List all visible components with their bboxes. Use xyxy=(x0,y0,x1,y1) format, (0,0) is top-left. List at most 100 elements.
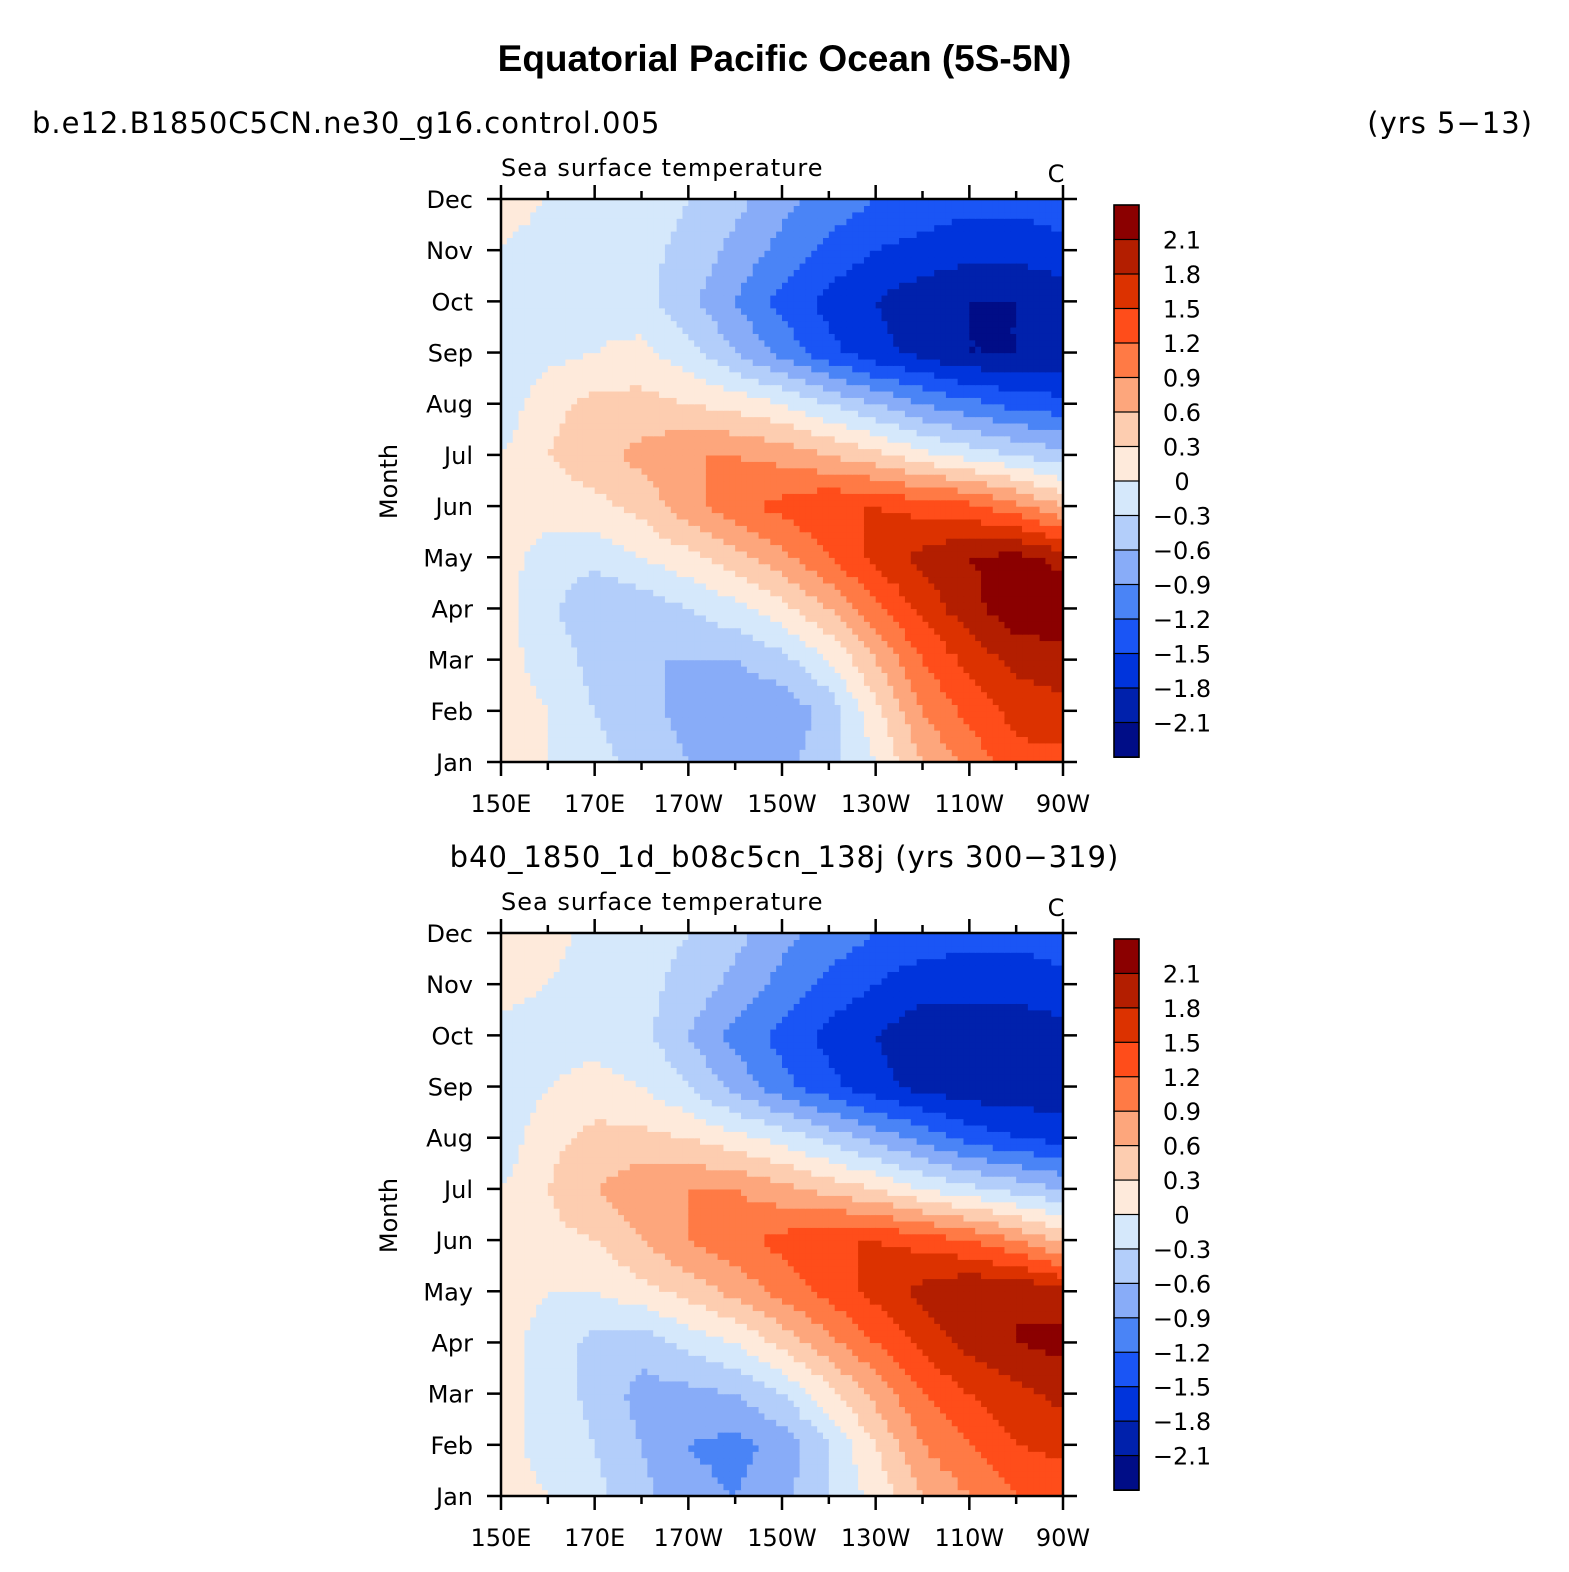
sst-cell xyxy=(746,614,754,622)
sst-cell xyxy=(793,595,801,603)
sst-cell xyxy=(653,480,660,488)
sst-cell xyxy=(694,691,701,699)
sst-cell xyxy=(1027,531,1035,539)
sst-cell xyxy=(670,557,678,565)
sst-cell xyxy=(822,736,830,744)
sst-cell xyxy=(811,493,818,501)
sst-cell xyxy=(1004,704,1011,712)
sst-cell xyxy=(600,538,607,546)
sst-cell xyxy=(501,474,508,482)
sst-cell xyxy=(717,544,725,552)
sst-cell xyxy=(741,474,748,482)
sst-cell xyxy=(676,416,684,424)
sst-cell xyxy=(1010,557,1017,565)
sst-cell xyxy=(858,621,865,629)
sst-cell xyxy=(653,710,660,718)
sst-cell xyxy=(501,736,508,744)
sst-cell xyxy=(922,691,929,699)
sst-cell xyxy=(524,691,531,699)
sst-cell xyxy=(618,646,625,654)
sst-cell xyxy=(805,659,812,667)
sst-cell xyxy=(1039,557,1047,565)
sst-cell xyxy=(916,691,924,699)
sst-cell xyxy=(506,557,514,565)
sst-cell xyxy=(764,749,771,757)
sst-cell xyxy=(887,570,894,578)
sst-cell xyxy=(553,403,561,411)
sst-cell xyxy=(501,672,508,680)
sst-cell xyxy=(969,557,976,565)
sst-cell xyxy=(969,474,976,482)
sst-cell xyxy=(899,557,906,565)
sst-cell xyxy=(501,531,508,539)
sst-cell xyxy=(530,435,537,443)
sst-cell xyxy=(899,582,906,590)
sst-cell xyxy=(1016,538,1023,546)
sst-cell xyxy=(664,531,672,539)
sst-cell xyxy=(553,557,561,565)
sst-cell xyxy=(782,640,789,648)
sst-cell xyxy=(899,454,906,462)
sst-cell xyxy=(635,672,643,680)
sst-cell xyxy=(700,499,707,507)
sst-cell xyxy=(899,710,906,718)
sst-cell xyxy=(530,486,537,494)
sst-cell xyxy=(858,518,865,526)
sst-cell xyxy=(875,486,883,494)
sst-cell xyxy=(998,736,1006,744)
sst-cell xyxy=(670,723,678,731)
sst-cell xyxy=(910,493,918,501)
sst-cell xyxy=(975,723,982,731)
sst-cell xyxy=(828,755,836,762)
sst-cell xyxy=(629,576,637,584)
sst-cell xyxy=(916,627,924,635)
sst-cell xyxy=(653,429,660,437)
sst-cell xyxy=(910,653,918,661)
sst-cell xyxy=(659,659,666,667)
sst-cell xyxy=(571,634,578,642)
sst-cell xyxy=(512,634,520,642)
sst-cell xyxy=(934,557,941,565)
sst-cell xyxy=(916,570,924,578)
sst-cell xyxy=(1004,672,1011,680)
sst-cell xyxy=(764,730,771,738)
sst-cell xyxy=(1051,646,1058,654)
sst-cell xyxy=(969,531,976,539)
sst-cell xyxy=(764,717,771,725)
sst-cell xyxy=(623,659,631,667)
sst-cell xyxy=(524,755,531,762)
sst-cell xyxy=(840,493,847,501)
sst-cell xyxy=(934,723,941,731)
sst-cell xyxy=(893,595,900,603)
sst-cell xyxy=(916,646,924,654)
sst-cell xyxy=(618,435,625,443)
sst-cell xyxy=(571,678,578,686)
sst-cell xyxy=(641,685,648,693)
sst-cell xyxy=(1027,608,1035,616)
sst-cell xyxy=(1004,627,1011,635)
sst-cell xyxy=(682,454,689,462)
sst-cell xyxy=(723,435,730,443)
sst-cell xyxy=(571,742,578,750)
sst-cell xyxy=(881,544,888,552)
sst-cell xyxy=(723,480,730,488)
sst-cell xyxy=(588,518,596,526)
sst-cell xyxy=(530,474,537,482)
sst-cell xyxy=(711,499,719,507)
sst-cell xyxy=(536,672,543,680)
sst-cell xyxy=(822,704,830,712)
sst-cell xyxy=(752,416,760,424)
sst-cell xyxy=(506,634,514,642)
sst-cell xyxy=(1057,634,1063,642)
sst-cell xyxy=(1057,672,1063,680)
sst-cell xyxy=(904,742,912,750)
sst-cell xyxy=(711,698,719,706)
sst-cell xyxy=(822,742,830,750)
sst-cell xyxy=(957,691,965,699)
sst-cell xyxy=(881,659,888,667)
sst-cell xyxy=(659,538,666,546)
sst-cell xyxy=(758,621,766,629)
sst-cell xyxy=(553,653,561,661)
sst-cell xyxy=(1039,723,1047,731)
sst-cell xyxy=(940,608,947,616)
